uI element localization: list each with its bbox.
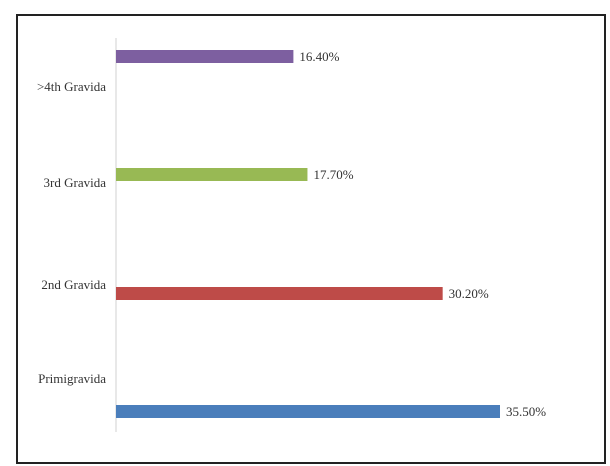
data-labels-group: 35.50% 30.20% 17.70% 16.40%	[299, 49, 546, 419]
data-label-3rd-gravida: 17.70%	[313, 167, 353, 182]
bar-primigravida	[116, 405, 500, 418]
bar-4th-gravida	[116, 50, 294, 63]
category-label-primigravida: Primigravida	[38, 371, 106, 386]
category-label-3rd-gravida: 3rd Gravida	[44, 175, 107, 190]
bar-2nd-gravida	[116, 287, 443, 300]
data-label-primigravida: 35.50%	[506, 404, 546, 419]
category-label-2nd-gravida: 2nd Gravida	[41, 277, 106, 292]
chart-frame	[16, 14, 606, 464]
data-label-4th-gravida: 16.40%	[299, 49, 339, 64]
category-label-4th-gravida: >4th Gravida	[37, 79, 106, 94]
data-label-2nd-gravida: 30.20%	[449, 286, 489, 301]
category-labels-group: Primigravida 2nd Gravida 3rd Gravida >4th G…	[37, 79, 106, 386]
bars-group	[116, 50, 500, 418]
bar-3rd-gravida	[116, 168, 308, 181]
